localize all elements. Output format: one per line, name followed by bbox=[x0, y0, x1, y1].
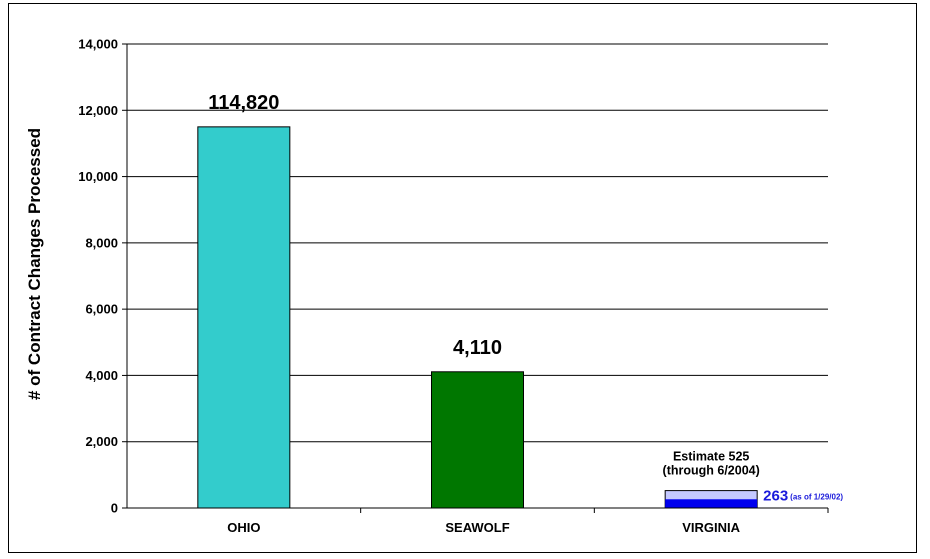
y-tick-label: 2,000 bbox=[85, 434, 118, 449]
y-tick-label: 8,000 bbox=[85, 235, 118, 250]
y-tick-label: 14,000 bbox=[78, 37, 118, 52]
y-tick-label: 0 bbox=[111, 501, 118, 516]
category-label-virginia: VIRGINIA bbox=[682, 520, 740, 535]
y-tick-label: 10,000 bbox=[78, 169, 118, 184]
y-tick-label: 12,000 bbox=[78, 103, 118, 118]
data-label-seawolf: 4,110 bbox=[453, 337, 502, 359]
x-axis-categories: OHIO SEAWOLF VIRGINIA bbox=[227, 508, 829, 535]
category-label-ohio: OHIO bbox=[227, 520, 260, 535]
data-label-ohio: 114,820 bbox=[208, 92, 279, 114]
virginia-estimate-label: Estimate 525 bbox=[673, 450, 749, 464]
y-tick-label: 6,000 bbox=[85, 302, 118, 317]
y-axis-ticks: 0 2,000 4,000 6,000 8,000 10,000 12,000 14,000 bbox=[78, 37, 127, 516]
y-tick-label: 4,000 bbox=[85, 368, 118, 383]
virginia-actual-date: (as of 1/29/02) bbox=[790, 492, 843, 501]
data-labels: 114,820 4,110 bbox=[208, 92, 502, 359]
bar-seawolf bbox=[431, 371, 524, 509]
bar-virginia-actual bbox=[665, 499, 758, 508]
virginia-estimate-period: (through 6/2004) bbox=[663, 464, 760, 478]
category-label-seawolf: SEAWOLF bbox=[445, 520, 509, 535]
y-axis-label: # of Contract Changes Processed bbox=[25, 128, 44, 400]
virginia-actual-label: 263 bbox=[763, 487, 788, 504]
bar-ohio bbox=[197, 126, 291, 509]
bars bbox=[197, 126, 758, 509]
